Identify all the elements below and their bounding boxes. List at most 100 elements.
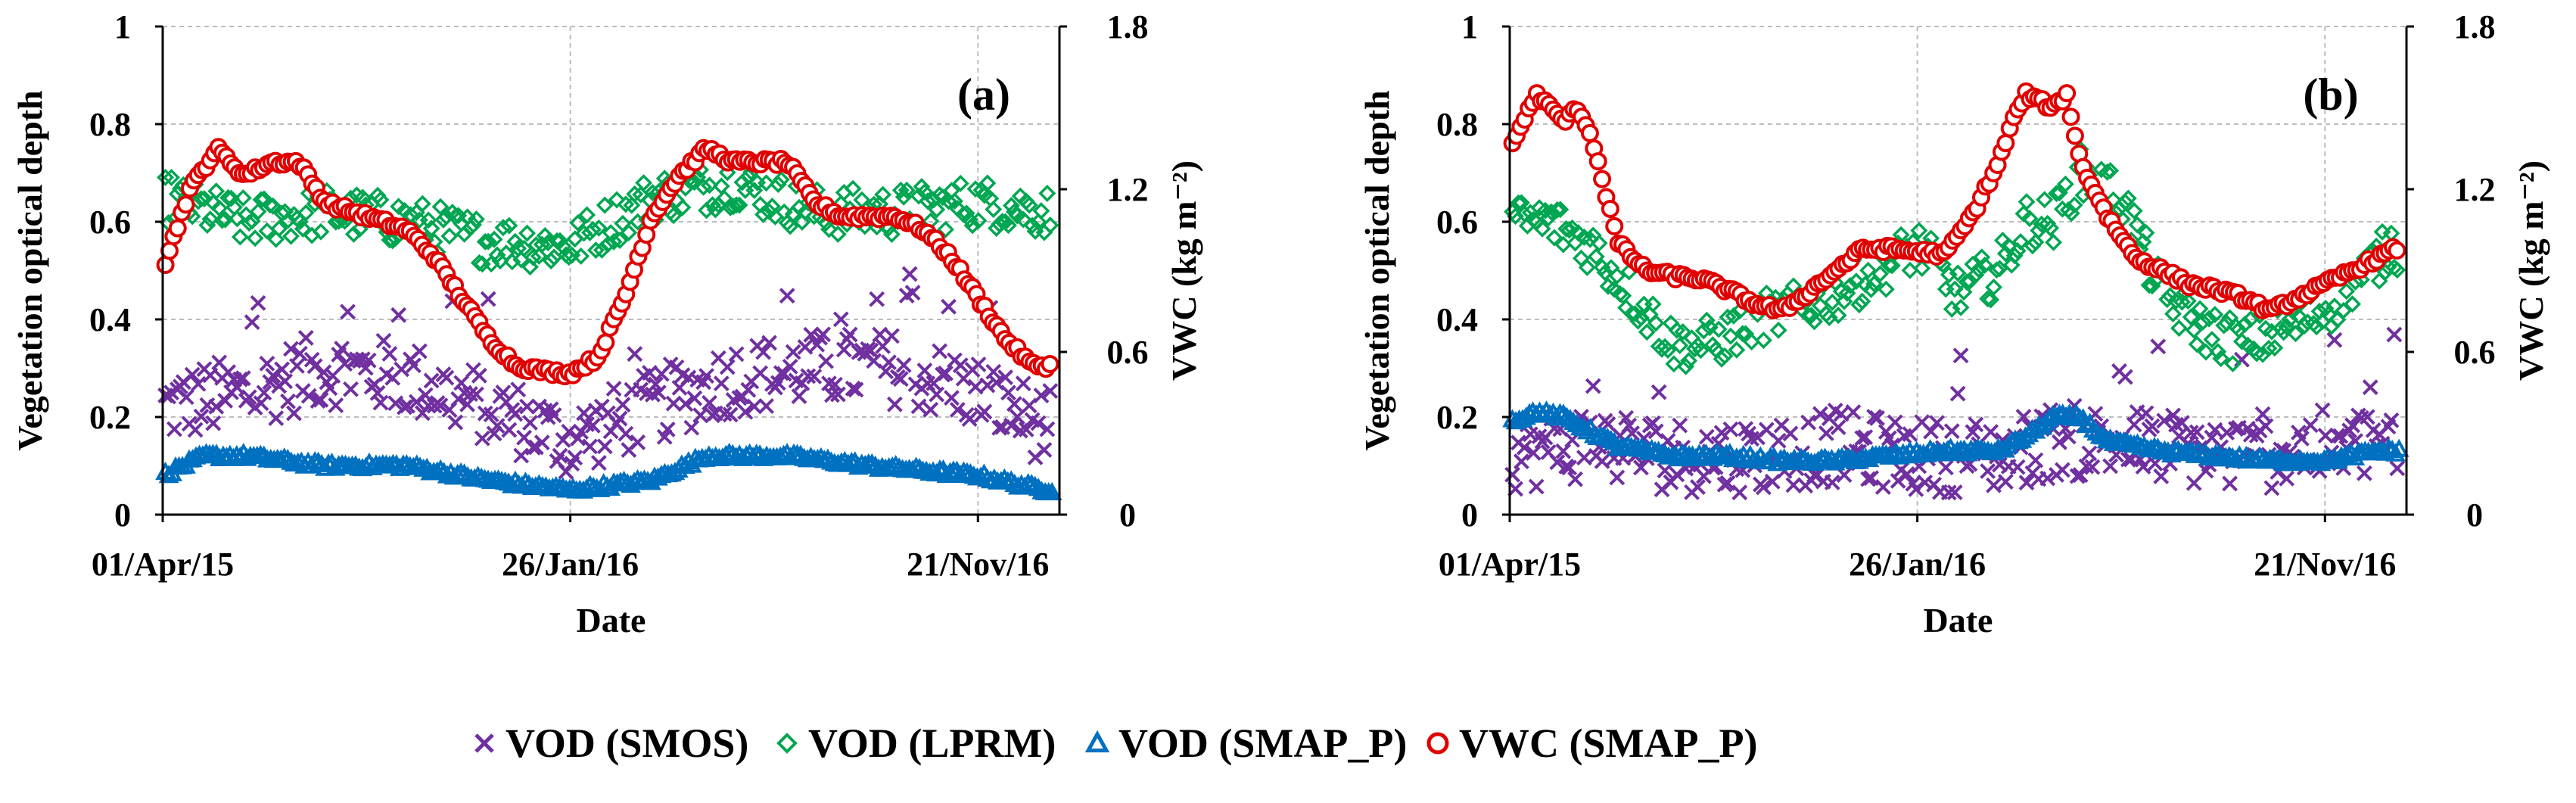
data-point (1902, 426, 1918, 443)
data-point (2207, 422, 2223, 438)
data-point (1672, 417, 1688, 434)
data-point (208, 398, 225, 415)
data-point (991, 419, 1008, 436)
data-point (226, 444, 247, 464)
y-tick-label: 0.8 (1436, 106, 1478, 143)
data-point (500, 216, 518, 235)
data-point (1576, 450, 1592, 466)
data-point (246, 229, 264, 247)
data-point (474, 430, 490, 447)
data-point (796, 203, 814, 221)
data-point (1580, 123, 1599, 142)
data-point (249, 203, 267, 221)
data-point (719, 359, 736, 375)
data-point (769, 175, 787, 193)
data-point (2295, 316, 2313, 335)
data-point (1563, 412, 1584, 431)
legend-marker-cross-icon (474, 733, 494, 753)
data-point (1041, 481, 1062, 501)
data-point (2233, 351, 2250, 368)
data-point (524, 248, 542, 266)
data-point (716, 406, 733, 422)
data-point (1990, 260, 2008, 278)
data-point (1025, 475, 1046, 494)
data-point (2179, 292, 2197, 310)
data-point (2018, 475, 2035, 491)
data-point (291, 345, 308, 362)
data-point (722, 406, 739, 423)
data-point (1608, 266, 1626, 285)
data-point (2388, 261, 2406, 279)
data-point (910, 398, 927, 415)
data-point (1725, 307, 1743, 325)
data-point (582, 438, 598, 455)
data-point (1638, 323, 1656, 341)
data-point (2060, 428, 2077, 445)
data-point (665, 395, 682, 412)
y2-tick-label: 0.6 (1107, 334, 1149, 371)
data-point (627, 346, 643, 363)
series-vwc-smap-p- (156, 138, 1059, 386)
data-point (686, 173, 704, 191)
data-point (2117, 369, 2133, 385)
data-point (447, 414, 464, 431)
data-point (476, 232, 494, 251)
data-point (1633, 459, 1649, 476)
data-point (369, 384, 386, 401)
data-point (820, 220, 838, 238)
data-point (1824, 474, 1840, 490)
data-point (803, 326, 820, 343)
data-point (340, 303, 356, 320)
data-point (728, 346, 745, 363)
data-point (252, 191, 270, 209)
data-point (874, 185, 892, 204)
data-point (2170, 319, 2188, 338)
data-point (1808, 450, 1828, 469)
data-point (519, 398, 535, 415)
data-point (1880, 256, 1898, 274)
data-point (826, 376, 843, 393)
data-point (1590, 234, 1608, 252)
y-tick-label: 0.4 (1436, 301, 1478, 338)
data-point (2144, 418, 2161, 434)
data-point (322, 380, 338, 397)
data-point (842, 326, 858, 343)
data-point (1587, 247, 1605, 266)
data-point (2212, 350, 2230, 368)
data-point (274, 361, 291, 378)
data-point (695, 178, 713, 196)
data-point (454, 463, 474, 482)
data-point (1719, 308, 1737, 326)
data-point (2386, 326, 2403, 343)
data-point (618, 425, 634, 442)
y-axis-label: Vegetation optical depth (1358, 90, 1396, 450)
data-point (848, 381, 864, 398)
data-point (1823, 293, 1841, 311)
data-point (829, 225, 847, 243)
data-point (1782, 425, 1799, 442)
legend-item-vod-smos-: VOD (SMOS) (474, 721, 748, 766)
legend-item-vod-smap-p-: VOD (SMAP_P) (1084, 721, 1407, 766)
data-point (1845, 404, 1862, 420)
data-point (2222, 475, 2238, 492)
data-point (193, 408, 210, 425)
data-point (1009, 409, 1025, 425)
data-point (2036, 191, 2054, 209)
data-point (1507, 207, 1525, 226)
data-point (2222, 447, 2243, 465)
data-point (483, 406, 499, 423)
data-point (2084, 459, 2101, 475)
data-point (590, 455, 607, 472)
data-point (1533, 219, 1551, 238)
data-point (1890, 472, 1906, 489)
data-point (2182, 425, 2199, 441)
data-point (2203, 331, 2221, 349)
data-point (1038, 185, 1056, 203)
data-point (1913, 260, 1931, 277)
data-point (1976, 256, 1994, 274)
data-point (2072, 467, 2089, 484)
data-point (770, 375, 786, 391)
data-point (1986, 477, 2002, 493)
data-point (163, 169, 180, 187)
data-point (344, 225, 362, 243)
